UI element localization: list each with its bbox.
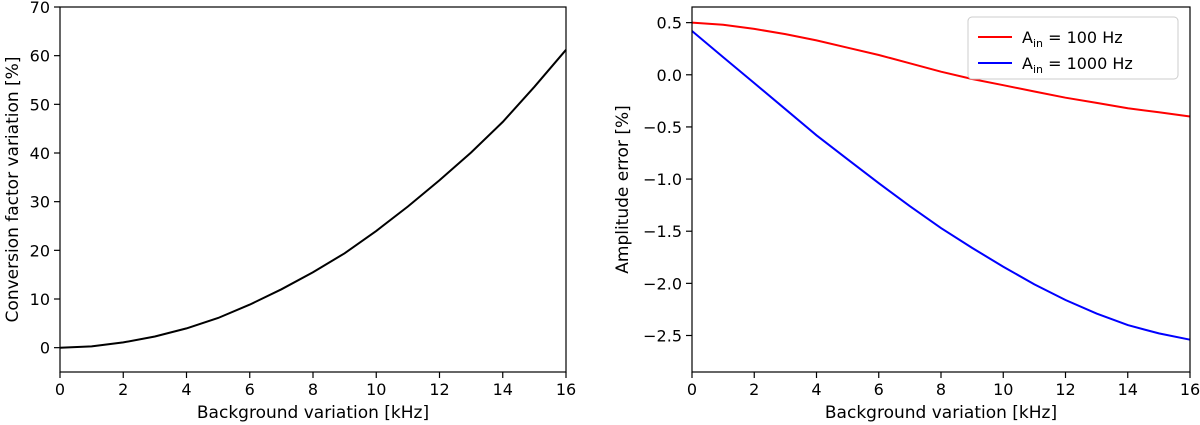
series-line-1-1: [59, 49, 567, 349]
y-axis-label: Amplitude error [%]: [613, 105, 633, 274]
x-tick-label: 16: [556, 380, 576, 399]
y-tick-label: 30: [30, 193, 50, 212]
x-axis-label: Background variation [kHz]: [825, 403, 1057, 423]
x-tick-label: 0: [687, 380, 697, 399]
x-tick-label: 10: [366, 380, 386, 399]
x-axis-label: Background variation [kHz]: [197, 403, 429, 423]
series-line-2-1: [691, 21, 1191, 118]
x-tick-label: 12: [429, 380, 449, 399]
legend-box: [967, 16, 1179, 80]
x-tick-label: 12: [1055, 380, 1075, 399]
x-tick-label: 14: [493, 380, 513, 399]
y-tick-label: 0.0: [657, 66, 682, 85]
x-tick-label: 8: [308, 380, 318, 399]
x-tick-label: 16: [1180, 380, 1200, 399]
y-tick-label: −2.5: [643, 327, 682, 346]
x-tick-label: 6: [245, 380, 255, 399]
x-tick-label: 10: [993, 380, 1013, 399]
chart-panel-1: 0 2 4 6 8 10 12 14 16 0 10 20 30 40 50 60 70 Background v…: [3, 0, 576, 423]
y-tick-label: 70: [30, 0, 50, 17]
y-tick-label: 10: [30, 290, 50, 309]
legend-label: Ain = 100 Hz: [1022, 28, 1123, 50]
y-tick-label: −1.0: [643, 170, 682, 189]
x-tick-label: 2: [118, 380, 128, 399]
y-tick-label: 20: [30, 241, 50, 260]
x-tick-label: 0: [55, 380, 65, 399]
y-tick-label: 60: [30, 47, 50, 66]
y-axis-label: Conversion factor variation [%]: [3, 57, 23, 323]
x-tick-label: 6: [874, 380, 884, 399]
y-tick-label: −0.5: [643, 118, 682, 137]
x-tick-label: 8: [936, 380, 946, 399]
chart-panel-2: 0 2 4 6 8 10 12 14 16 0.5 0.0 −0.5 −1.0 −1.5 −2.0 −2.5 B…: [613, 6, 1200, 423]
y-tick-label: 0.5: [657, 14, 682, 33]
legend-label: Ain = 1000 Hz: [1022, 54, 1133, 76]
legend: Ain = 100 Hz Ain = 1000 Hz: [967, 16, 1179, 80]
y-tick-label: −2.0: [643, 274, 682, 293]
y-tick-label: 40: [30, 144, 50, 163]
x-tick-label: 4: [181, 380, 191, 399]
series-line-2-2: [691, 30, 1191, 341]
x-tick-label: 2: [749, 380, 759, 399]
x-tick-label: 4: [811, 380, 821, 399]
y-tick-label: 50: [30, 95, 50, 114]
plot-frame: [59, 6, 567, 373]
y-tick-label: −1.5: [643, 222, 682, 241]
y-tick-label: 0: [40, 339, 50, 358]
x-tick-label: 14: [1118, 380, 1138, 399]
